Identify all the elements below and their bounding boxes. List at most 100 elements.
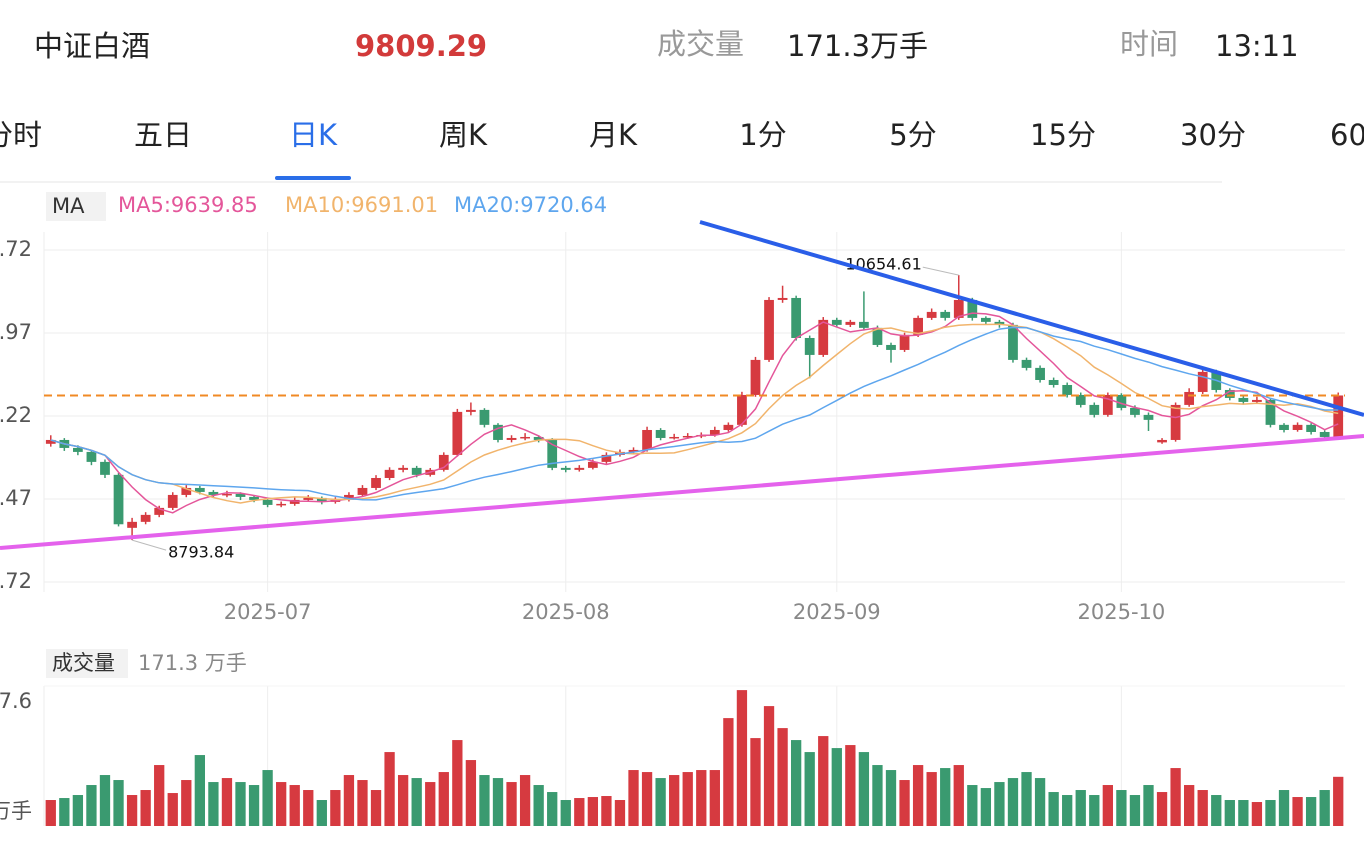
volume-bar: [126, 795, 138, 826]
volume-bar: [1156, 792, 1168, 826]
volume-bar: [1034, 778, 1046, 826]
volume-bar: [1292, 797, 1303, 826]
tab[interactable]: 分时: [0, 118, 42, 152]
candle-body: [1224, 389, 1235, 398]
low-label: 8793.84: [168, 543, 234, 562]
ma-legend: MA5:9639.85: [118, 193, 258, 217]
legend-box: [46, 192, 106, 221]
volume-bar: [316, 800, 327, 826]
candle-body: [967, 299, 978, 318]
volume-bar: [479, 775, 490, 826]
tab[interactable]: 日K: [289, 118, 338, 152]
candle-body: [953, 299, 964, 318]
volume-bar: [601, 796, 612, 826]
volume-bar: [235, 782, 246, 826]
candle-body: [926, 311, 937, 318]
tab[interactable]: 5分: [889, 118, 936, 152]
tab[interactable]: 五日: [134, 118, 192, 152]
candle-body: [506, 437, 517, 440]
volume-bar: [669, 775, 680, 826]
volume-bar: [194, 755, 205, 826]
x-tick-label: 2025-10: [1078, 600, 1166, 624]
volume-bar: [1211, 795, 1222, 826]
volume-bar: [994, 782, 1005, 826]
candle-body: [493, 424, 503, 440]
candle-body: [1197, 371, 1208, 392]
legend-box: [46, 649, 128, 678]
volume-bar: [940, 768, 951, 826]
candle-body: [1319, 431, 1330, 437]
volume-bar: [452, 740, 463, 826]
volume-bar: [1184, 785, 1195, 826]
volume-bar: [384, 752, 395, 826]
volume-bar: [953, 765, 964, 826]
candle-body: [777, 297, 788, 300]
tab[interactable]: 15分: [1030, 118, 1096, 152]
y-tick-label: 487.6: [0, 689, 32, 713]
candle-body: [1292, 424, 1303, 430]
candle-body: [316, 497, 327, 502]
candle-body: [1021, 359, 1032, 368]
candle-body: [804, 337, 815, 355]
volume-bar: [1319, 790, 1330, 826]
candle-body: [642, 429, 652, 450]
candle-body: [208, 491, 219, 495]
volume-bar: [45, 800, 56, 826]
volume-bar: [1251, 802, 1263, 826]
volume-bar: [655, 778, 666, 826]
tab[interactable]: 1分: [739, 118, 786, 152]
candle-body: [140, 514, 151, 522]
candle-body: [899, 334, 910, 350]
tab[interactable]: 60分: [1330, 118, 1364, 152]
x-tick-label: 2025-09: [793, 600, 881, 624]
volume-bar: [357, 780, 368, 826]
volume-bar: [736, 690, 748, 826]
volume-bar: [289, 785, 300, 826]
volume-bar: [1089, 795, 1100, 826]
tab[interactable]: 30分: [1180, 118, 1246, 152]
candle-body: [438, 454, 449, 470]
candle-body: [289, 499, 300, 504]
volume-bar: [86, 785, 97, 826]
volume-bar: [804, 752, 815, 826]
volume-bar: [641, 772, 653, 826]
volume-bar: [425, 782, 436, 826]
candle-body: [113, 474, 124, 525]
candle-body: [709, 429, 720, 435]
candle-body: [737, 394, 747, 425]
y-tick-label: 9082.47: [0, 486, 32, 510]
candle-body: [831, 319, 842, 325]
candle-body: [45, 439, 56, 444]
volume-bar: [519, 775, 531, 826]
candle-body: [628, 449, 639, 452]
candle-body: [154, 507, 165, 515]
volume-bar: [1238, 800, 1249, 826]
volume-bar: [113, 780, 124, 826]
candle-body: [682, 435, 693, 438]
volume-bar: [492, 778, 504, 826]
volume-bar: [790, 740, 802, 826]
volume-bar: [533, 785, 544, 826]
volume-bar: [587, 797, 599, 826]
candle-body: [1062, 384, 1073, 395]
volume-bar: [397, 775, 409, 826]
candle-body: [547, 439, 558, 468]
candle-body: [1306, 424, 1316, 432]
volume-bar: [547, 792, 558, 826]
tab[interactable]: 月K: [589, 118, 638, 152]
candle-body: [669, 436, 680, 439]
candle-body: [1143, 414, 1154, 420]
y-unit: 万手: [0, 799, 32, 823]
tab[interactable]: 周K: [439, 118, 488, 152]
candle-body: [520, 436, 530, 439]
volume-bar: [1143, 785, 1154, 826]
time-label: 时间: [1120, 27, 1178, 61]
candle-body: [371, 477, 381, 488]
candle-body: [1279, 424, 1289, 430]
candle-body: [235, 493, 246, 497]
volume-bar: [167, 793, 178, 826]
volume-bar: [370, 790, 382, 826]
candle-body: [479, 409, 490, 425]
